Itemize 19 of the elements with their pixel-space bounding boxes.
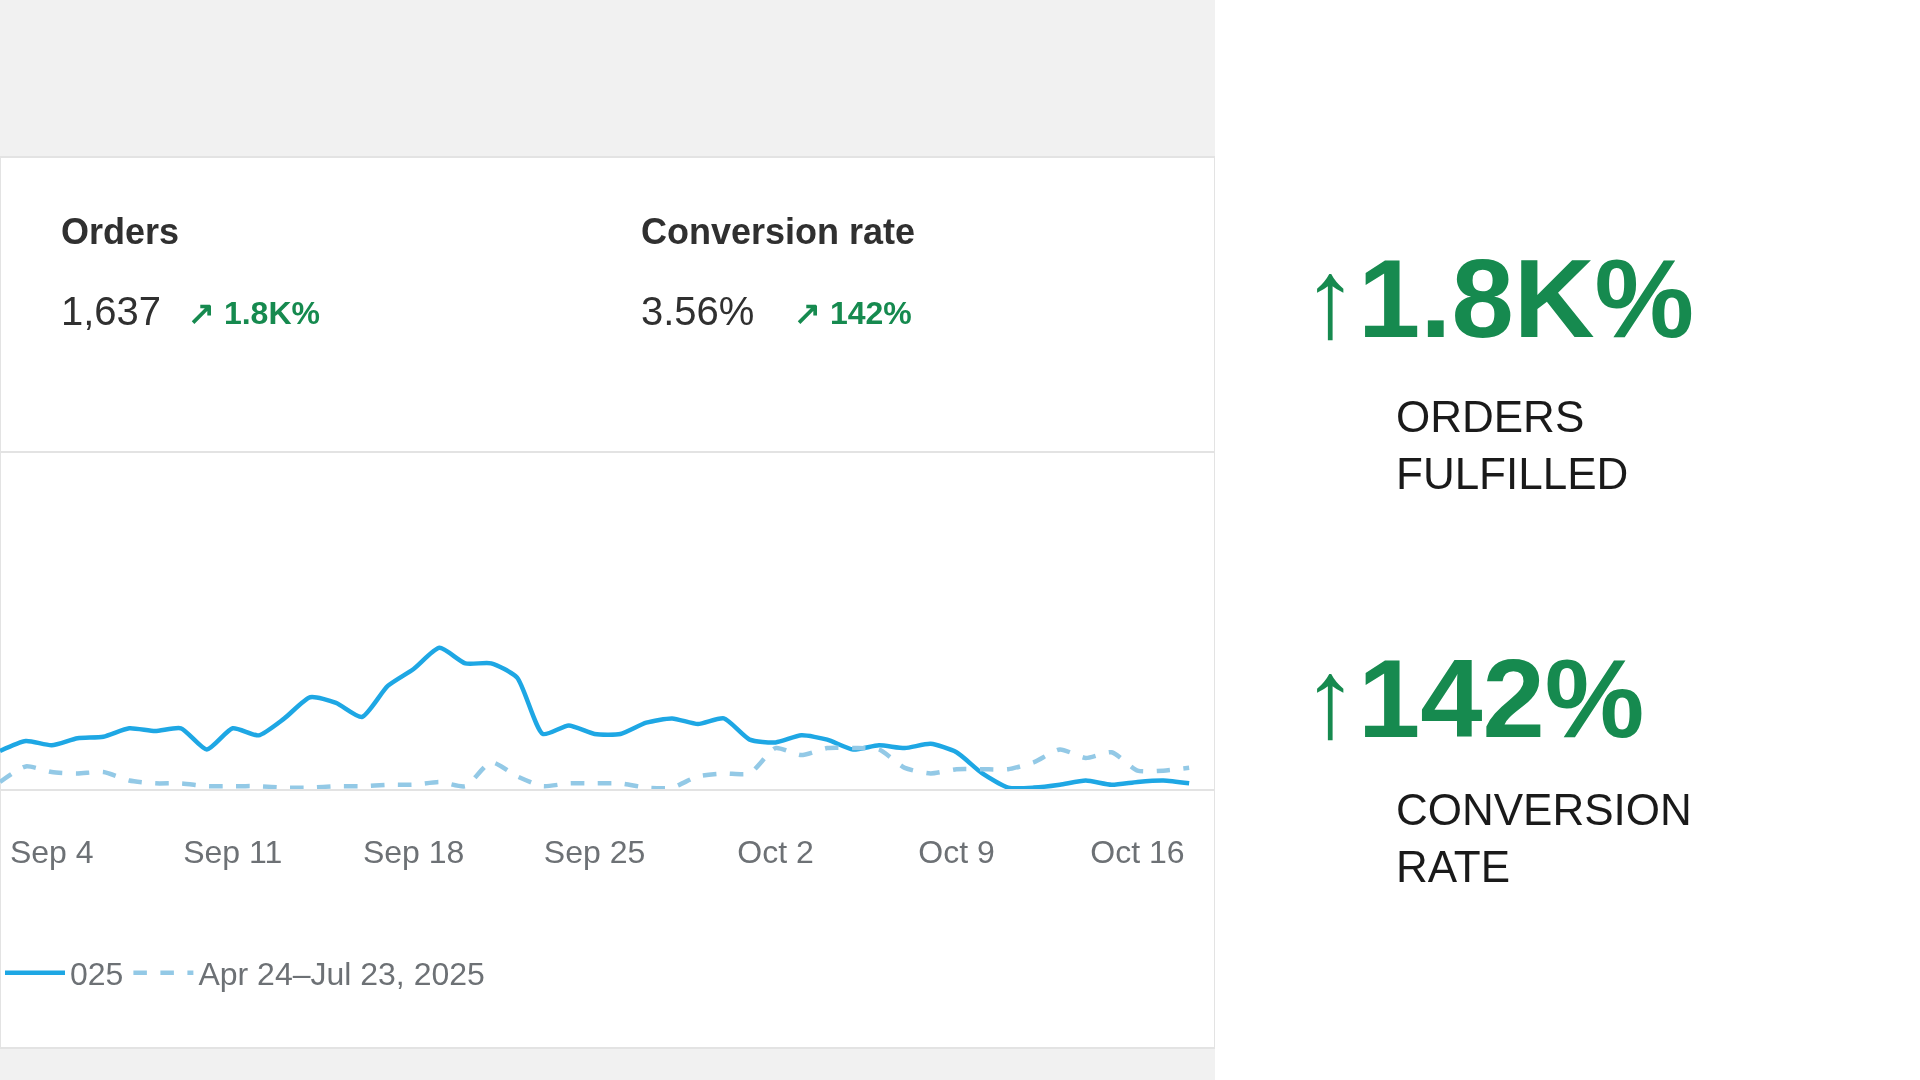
- x-tick-label: Oct 2: [737, 834, 814, 871]
- x-tick-label: Sep 18: [362, 834, 465, 871]
- text: Orders: [61, 211, 180, 252]
- text: CONVERSION RATE: [1396, 785, 1692, 892]
- text: 3.56%: [641, 289, 755, 333]
- x-tick-label: Sep 11: [183, 834, 283, 871]
- x-tick-label: Oct 9: [918, 834, 995, 871]
- legend-label: Apr 24–Jul 23, 2025: [198, 956, 485, 993]
- text: Conversion rate: [641, 211, 916, 252]
- text: ↗ 1.8K%: [188, 295, 320, 331]
- legend-label: 025: [70, 956, 124, 993]
- text: ↗ 142%: [794, 295, 912, 331]
- x-tick-label: Oct 16: [1090, 834, 1185, 871]
- x-tick-label: Sep 25: [543, 834, 646, 871]
- text: ORDERS FULFILLED: [1396, 392, 1629, 499]
- text: ↑1.8K%: [1302, 236, 1695, 361]
- text: ↑142%: [1302, 636, 1645, 761]
- x-tick-label: Sep 4: [9, 834, 94, 871]
- text: 1,637: [61, 289, 162, 333]
